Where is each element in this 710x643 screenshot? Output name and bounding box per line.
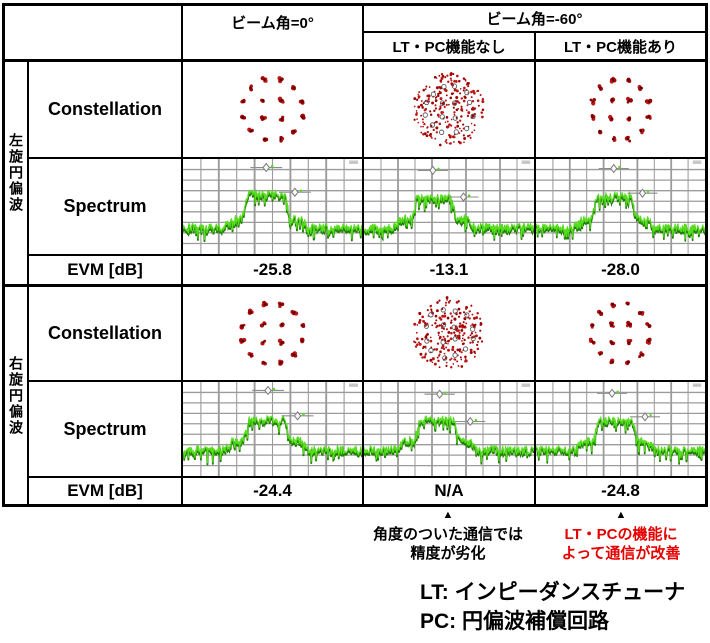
annotation-degradation-line2: 精度が劣化	[410, 545, 486, 562]
spectrum-plot-lhcp-ltpc-on	[536, 159, 705, 254]
evm-value-lhcp-ltpc-off-text: -13.1	[429, 260, 469, 279]
header-ltpc-off-label: LT・PC機能なし	[392, 38, 506, 56]
spectrum-plot-rhcp-ltpc-off	[364, 382, 534, 476]
row-label-spectrum-rhcp: Spectrum	[29, 382, 181, 476]
triangle-up-icon: ▲	[615, 509, 627, 521]
header-ltpc-on-label: LT・PC機能あり	[563, 38, 678, 56]
header-beam-angle-0: ビーム角=0°	[183, 6, 362, 59]
evm-value-rhcp-ltpc-on: -24.8	[536, 478, 705, 504]
constellation-cell-lhcp-ltpc-off	[364, 62, 534, 157]
annotation-degradation-line1: 角度のついた通信では	[372, 526, 523, 543]
annotation-improvement-line1: LT・PCの機能に	[564, 526, 678, 543]
header-ltpc-on: LT・PC機能あり	[536, 33, 705, 59]
row-label-evm-lhcp: EVM [dB]	[29, 256, 181, 284]
header-beam-angle-0-label: ビーム角=0°	[231, 15, 314, 32]
evm-value-rhcp-ltpc-off: N/A	[364, 478, 534, 504]
constellation-plot-lhcp-beam0	[239, 76, 306, 143]
header-ltpc-off: LT・PC機能なし	[364, 33, 534, 59]
constellation-plot-lhcp-ltpc-on	[589, 76, 653, 143]
annotation-improvement-line2: よって通信が改善	[561, 545, 681, 562]
spectrum-plot-lhcp-beam0	[183, 159, 362, 254]
row-label-constellation-rhcp-text: Constellation	[47, 323, 162, 343]
footnote-lt: LT: インピーダンスチューナ	[420, 581, 686, 604]
evm-value-lhcp-ltpc-off: -13.1	[364, 256, 534, 284]
section-label-lhcp-text: 左旋円偏波	[8, 133, 24, 213]
constellation-plot-rhcp-ltpc-on	[588, 301, 652, 366]
comparison-table: ビーム角=0° ビーム角=-60° LT・PC機能なし LT・PC機能あり 左旋…	[2, 3, 708, 507]
row-label-evm-lhcp-text: EVM [dB]	[67, 260, 143, 279]
constellation-plot-lhcp-ltpc-off	[413, 72, 485, 147]
spectrum-plot-rhcp-ltpc-on	[536, 382, 705, 476]
row-label-constellation-lhcp-text: Constellation	[47, 99, 162, 119]
spectrum-cell-rhcp-ltpc-on	[536, 382, 705, 476]
constellation-plot-rhcp-beam0	[238, 300, 306, 366]
row-label-spectrum-lhcp: Spectrum	[29, 159, 181, 254]
constellation-cell-rhcp-ltpc-off	[364, 287, 534, 380]
spectrum-cell-rhcp-ltpc-off	[364, 382, 534, 476]
evm-value-lhcp-ltpc-on-text: -28.0	[601, 260, 640, 279]
constellation-cell-lhcp-beam0	[183, 62, 362, 157]
abbreviation-notes: LT: インピーダンスチューナ PC: 円偏波補償回路	[420, 578, 685, 636]
spectrum-cell-lhcp-ltpc-on	[536, 159, 705, 254]
row-label-spectrum-lhcp-text: Spectrum	[63, 196, 147, 216]
annotation-improvement: ▲ LT・PCの機能に よって通信が改善	[536, 509, 706, 563]
constellation-cell-rhcp-ltpc-on	[536, 287, 705, 380]
spectrum-plot-rhcp-beam0	[183, 382, 362, 476]
row-label-spectrum-rhcp-text: Spectrum	[63, 418, 147, 439]
section-label-lhcp: 左旋円偏波	[5, 62, 27, 284]
header-beam-angle-60-label: ビーム角=-60°	[486, 11, 583, 28]
spectrum-cell-lhcp-beam0	[183, 159, 362, 254]
constellation-cell-rhcp-beam0	[183, 287, 362, 380]
evm-value-rhcp-ltpc-on-text: -24.8	[601, 481, 640, 500]
constellation-plot-rhcp-ltpc-off	[413, 296, 484, 369]
header-beam-angle-60: ビーム角=-60°	[364, 6, 705, 31]
evm-value-lhcp-beam0: -25.8	[183, 256, 362, 284]
evm-value-lhcp-ltpc-on: -28.0	[536, 256, 705, 284]
annotation-degradation: ▲ 角度のついた通信では 精度が劣化	[362, 509, 534, 563]
evm-value-lhcp-beam0-text: -25.8	[253, 260, 292, 279]
footnote-pc: PC: 円偏波補償回路	[420, 610, 609, 633]
section-label-rhcp-text: 右旋円偏波	[8, 355, 24, 436]
row-label-constellation-lhcp: Constellation	[29, 62, 181, 157]
constellation-cell-lhcp-ltpc-on	[536, 62, 705, 157]
evm-value-rhcp-ltpc-off-text: N/A	[434, 481, 464, 500]
row-label-evm-rhcp: EVM [dB]	[29, 478, 181, 504]
triangle-up-icon: ▲	[442, 509, 454, 521]
evm-value-rhcp-beam0-text: -24.4	[253, 481, 292, 500]
spectrum-cell-rhcp-beam0	[183, 382, 362, 476]
evm-value-rhcp-beam0: -24.4	[183, 478, 362, 504]
spectrum-plot-lhcp-ltpc-off	[364, 159, 534, 254]
spectrum-cell-lhcp-ltpc-off	[364, 159, 534, 254]
row-label-evm-rhcp-text: EVM [dB]	[67, 481, 143, 500]
header-empty-cell	[5, 6, 181, 59]
section-label-rhcp: 右旋円偏波	[5, 287, 27, 504]
row-label-constellation-rhcp: Constellation	[29, 287, 181, 380]
